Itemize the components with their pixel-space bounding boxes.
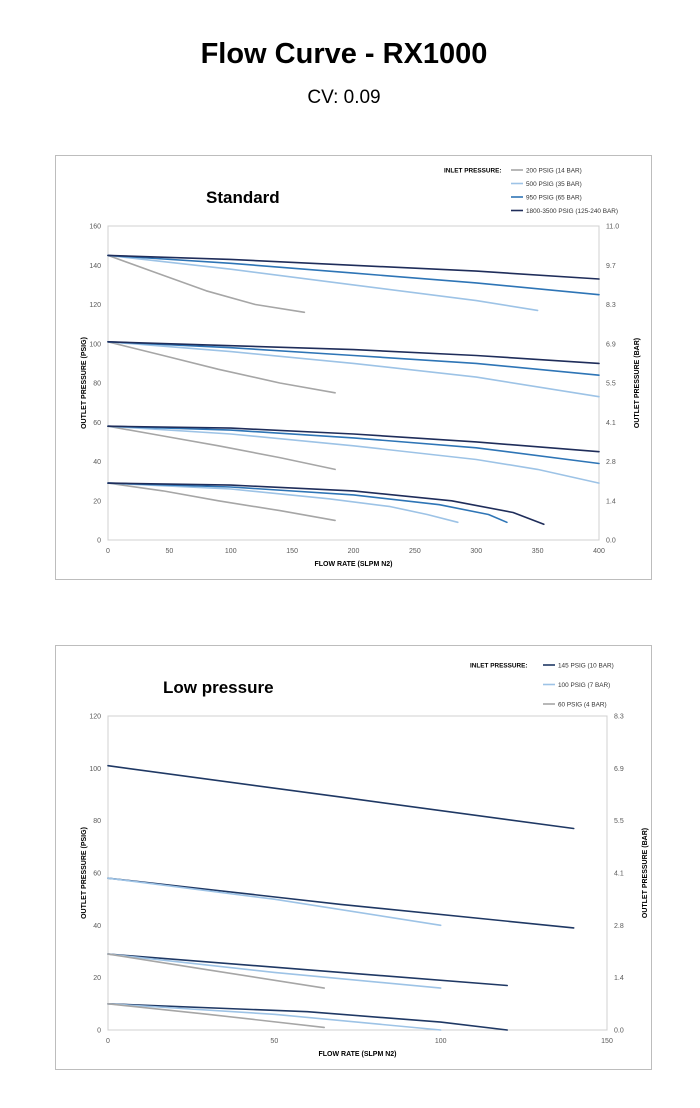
series-line-0-3 — [107, 482, 336, 522]
y2-tick-label: 2.8 — [606, 459, 616, 466]
series-line-3-3 — [107, 482, 545, 526]
y2-tick-label: 5.5 — [614, 818, 624, 825]
y2-tick-label: 5.5 — [606, 381, 616, 388]
y2-tick-label: 2.8 — [614, 923, 624, 930]
y-tick-label: 0 — [97, 1028, 101, 1035]
y2-tick-label: 0.0 — [606, 538, 616, 545]
series-line-1-1 — [107, 341, 600, 398]
y-tick-label: 40 — [93, 459, 101, 466]
y2-tick-label: 1.4 — [606, 498, 616, 505]
y-tick-label: 100 — [89, 341, 101, 348]
series-line-2-1 — [107, 1002, 326, 1029]
y2-tick-label: 9.7 — [606, 263, 616, 270]
x-tick-label: 0 — [106, 1038, 110, 1045]
y2-tick-label: 4.1 — [614, 871, 624, 878]
x-tick-label: 0 — [106, 548, 110, 555]
chart-title: Standard — [206, 188, 280, 207]
y-tick-label: 60 — [93, 871, 101, 878]
series-line-0-0 — [107, 254, 306, 314]
series-line-2-3 — [107, 482, 508, 524]
y-tick-label: 120 — [89, 714, 101, 721]
y-axis-label: OUTLET PRESSURE (PSIG) — [81, 337, 88, 429]
chart-title: Low pressure — [163, 678, 274, 697]
standard-chart: Standard 0 50 100 150 200 250 300 350 400 0 20 40 60 8… — [81, 167, 641, 568]
series-line-0-3 — [107, 1002, 509, 1031]
low-pressure-chart: Low pressure 0 50 100 150 0 20 40 60 80 100 120 0.0 1… — [81, 662, 649, 1058]
legend-label: 145 PSIG (10 BAR) — [558, 662, 614, 669]
legend-label: 100 PSIG (7 BAR) — [558, 682, 610, 689]
series-line-3-1 — [107, 341, 600, 365]
legend-label: 200 PSIG (14 BAR) — [526, 167, 582, 174]
x-tick-label: 250 — [409, 548, 421, 555]
y-tick-label: 20 — [93, 975, 101, 982]
y-tick-label: 140 — [89, 263, 101, 270]
y2-tick-label: 1.4 — [614, 975, 624, 982]
series-line-3-0 — [107, 254, 600, 280]
series-line-2-1 — [107, 341, 600, 376]
y2-tick-label: 6.9 — [606, 341, 616, 348]
low-pressure-chart-panel: Low pressure 0 50 100 150 0 20 40 60 80 100 120 0.0 1… — [55, 645, 652, 1070]
y-tick-label: 160 — [89, 224, 101, 231]
series-line-1-1 — [107, 953, 442, 989]
y-tick-label: 60 — [93, 420, 101, 427]
x-tick-label: 50 — [270, 1038, 278, 1045]
series-line-1-2 — [107, 425, 600, 484]
y-tick-label: 80 — [93, 818, 101, 825]
legend-label: 60 PSIG (4 BAR) — [558, 701, 607, 708]
series-line-0-1 — [107, 877, 575, 929]
x-tick-label: 100 — [435, 1038, 447, 1045]
y2-tick-label: 11.0 — [606, 224, 619, 231]
plot-frame — [107, 715, 608, 1031]
x-tick-label: 100 — [225, 548, 237, 555]
y2-tick-label: 0.0 — [614, 1028, 624, 1035]
y-tick-label: 40 — [93, 923, 101, 930]
series-line-0-0 — [107, 764, 575, 830]
series-line-2-0 — [107, 953, 326, 989]
series-line-1-2 — [107, 1002, 442, 1031]
x-tick-label: 50 — [165, 548, 173, 555]
y-tick-label: 100 — [89, 766, 101, 773]
legend-label: 950 PSIG (65 BAR) — [526, 194, 582, 201]
legend-title: INLET PRESSURE: — [444, 168, 502, 175]
y-tick-label: 80 — [93, 381, 101, 388]
series-line-2-2 — [107, 425, 600, 465]
series-line-3-2 — [107, 425, 600, 453]
legend-label: 1800-3500 PSIG (125-240 BAR) — [526, 208, 618, 215]
x-tick-label: 150 — [601, 1038, 613, 1045]
y2-axis-label: OUTLET PRESSURE (BAR) — [634, 338, 641, 428]
series-line-0-2 — [107, 425, 336, 471]
page-subtitle: CV: 0.09 — [307, 87, 381, 108]
x-axis-label: FLOW RATE (SLPM N2) — [314, 561, 392, 568]
x-tick-label: 300 — [470, 548, 482, 555]
series-line-0-1 — [107, 341, 336, 394]
page-title: Flow Curve - RX1000 — [200, 38, 488, 70]
y2-axis-label: OUTLET PRESSURE (BAR) — [642, 828, 649, 918]
legend-title: INLET PRESSURE: — [470, 663, 528, 670]
y-tick-label: 120 — [89, 302, 101, 309]
y2-tick-label: 6.9 — [614, 766, 624, 773]
x-tick-label: 150 — [286, 548, 298, 555]
series-line-1-0 — [107, 877, 442, 927]
y2-tick-label: 8.3 — [614, 714, 624, 721]
y-axis-label: OUTLET PRESSURE (PSIG) — [81, 827, 88, 919]
series-line-2-0 — [107, 254, 600, 296]
y2-tick-label: 4.1 — [606, 420, 616, 427]
series-line-1-3 — [107, 482, 459, 524]
x-tick-label: 200 — [348, 548, 360, 555]
series-line-0-2 — [107, 953, 509, 987]
y2-tick-label: 8.3 — [606, 302, 616, 309]
legend-label: 500 PSIG (35 BAR) — [526, 181, 582, 188]
x-tick-label: 350 — [532, 548, 544, 555]
y-tick-label: 20 — [93, 498, 101, 505]
series-line-1-0 — [107, 254, 539, 312]
plot-frame — [107, 225, 600, 541]
x-axis-label: FLOW RATE (SLPM N2) — [318, 1051, 396, 1058]
standard-chart-panel: Standard 0 50 100 150 200 250 300 350 400 0 20 40 60 8… — [55, 155, 652, 580]
x-tick-label: 400 — [593, 548, 605, 555]
y-tick-label: 0 — [97, 538, 101, 545]
